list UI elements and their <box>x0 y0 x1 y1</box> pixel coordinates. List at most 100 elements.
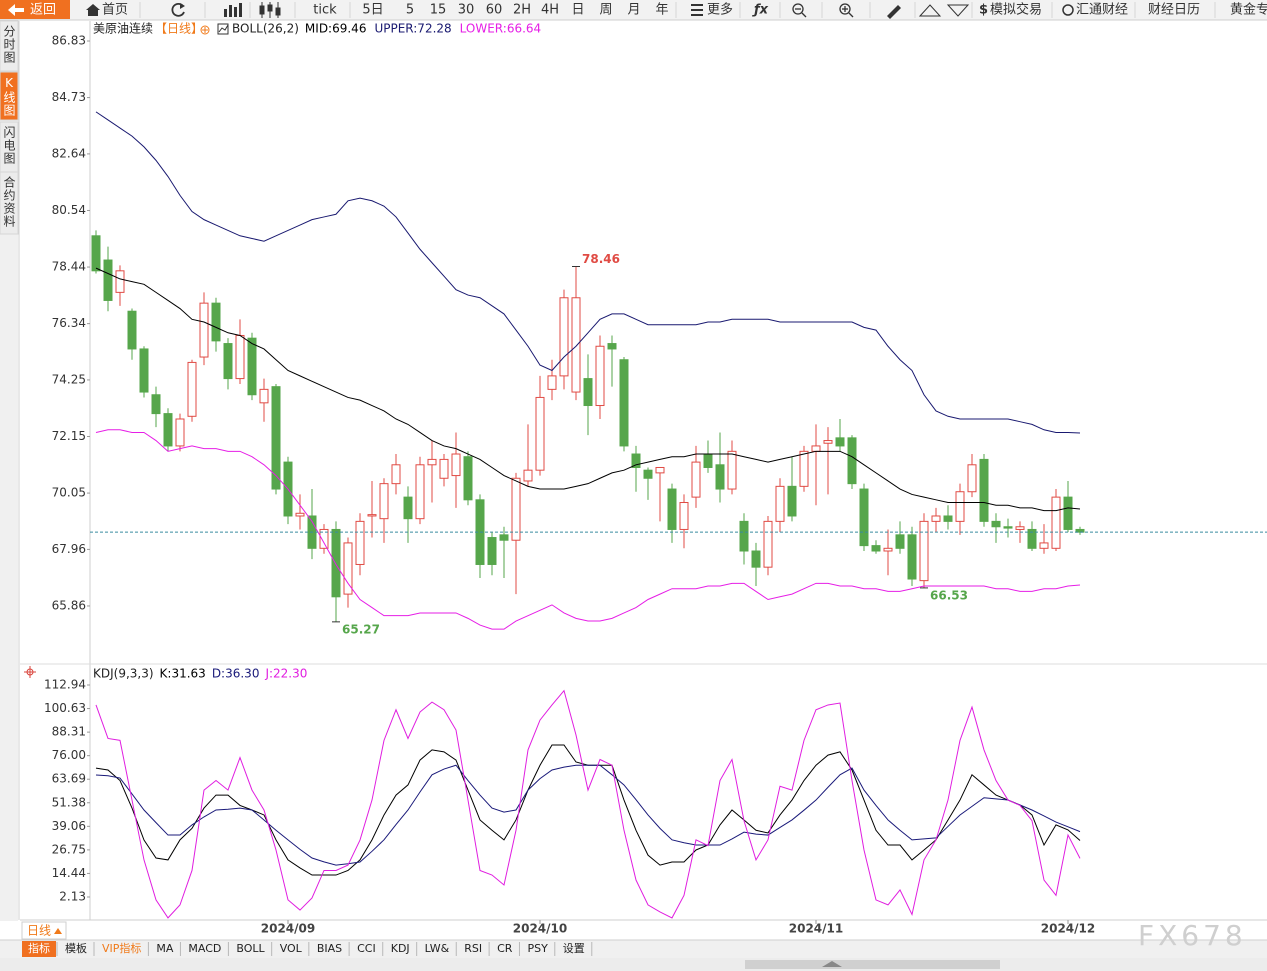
candle-body <box>355 520 365 565</box>
candle-body <box>907 534 917 580</box>
period-button[interactable]: 4H <box>541 3 559 18</box>
y-tick-label: 74.25 <box>52 372 86 386</box>
period-box[interactable] <box>21 921 67 940</box>
indicator-line <box>95 744 1081 876</box>
more-icon[interactable] <box>691 4 703 16</box>
legend-entry: LOWER:66.64 <box>460 22 542 36</box>
triangle-down-icon[interactable] <box>946 4 970 17</box>
indicator-tab[interactable]: KDJ <box>391 942 410 955</box>
pane-title: KDJ(9,3,3) <box>93 667 154 681</box>
y-tick-label: 86.83 <box>52 34 86 48</box>
indicator-tab[interactable]: CCI <box>357 942 376 955</box>
period-button[interactable]: tick <box>313 3 337 18</box>
y-tick-label: 63.69 <box>52 772 86 786</box>
indicator-tab[interactable]: LW& <box>425 942 450 955</box>
y-tick-label: 112.94 <box>44 677 86 691</box>
kdj-settings-icon[interactable] <box>24 666 36 678</box>
period-button[interactable]: 30 <box>458 3 475 18</box>
indicator-tab[interactable]: 模板 <box>65 941 87 955</box>
add-icon[interactable] <box>200 25 210 35</box>
candle-body <box>487 537 497 565</box>
more-label[interactable]: 更多 <box>707 2 733 18</box>
candle-body <box>235 334 245 380</box>
indicator-tab[interactable]: CR <box>497 942 513 955</box>
period-button[interactable]: 5日 <box>362 3 383 18</box>
y-tick-label: 70.05 <box>52 486 86 500</box>
candle-body <box>103 259 113 301</box>
period-button[interactable]: 5 <box>406 3 414 18</box>
bar-chart-icon[interactable] <box>224 3 242 17</box>
period-label[interactable]: 日线 <box>27 924 51 938</box>
candle-body <box>247 337 257 396</box>
candle-body <box>811 445 821 452</box>
fx-icon[interactable]: ƒx <box>752 3 769 18</box>
scroll-thumb[interactable] <box>745 960 1000 969</box>
indicator-tab[interactable]: BIAS <box>317 942 342 955</box>
candle-body <box>115 270 125 293</box>
triangle-up-icon[interactable] <box>918 4 942 17</box>
indicator-tab[interactable]: MA <box>156 942 173 955</box>
candle-body <box>319 528 329 549</box>
candle-body <box>259 388 269 404</box>
side-tab-bg[interactable] <box>0 71 19 121</box>
legend-entry: K:31.63 <box>160 667 206 681</box>
indicator-line <box>95 764 1081 866</box>
candle-body <box>535 396 545 471</box>
indicator-tab[interactable]: VOL <box>280 942 303 955</box>
candle-body <box>775 485 785 522</box>
scrollbar <box>0 958 1267 971</box>
candle-body <box>967 464 977 493</box>
toolbar-link[interactable]: 汇通财经 <box>1076 3 1128 18</box>
candle-body <box>643 469 653 479</box>
pen-icon[interactable] <box>887 5 901 19</box>
period-button[interactable]: 月 <box>627 3 640 18</box>
candle-body <box>739 520 749 552</box>
candle-body <box>979 458 989 522</box>
indicator-tab[interactable]: BOLL <box>236 942 265 955</box>
extreme-label: 78.46 <box>582 252 620 266</box>
back-label[interactable]: 返回 <box>30 3 56 18</box>
side-tab[interactable]: 合约资料 <box>2 175 16 228</box>
zoom-out-icon[interactable] <box>792 3 807 18</box>
candle-body <box>199 302 209 358</box>
refresh-icon[interactable] <box>171 2 185 17</box>
candle-body <box>631 453 641 468</box>
period-button[interactable]: 年 <box>655 3 668 18</box>
y-tick-label: 84.73 <box>52 90 86 104</box>
zoom-in-icon[interactable] <box>839 3 854 18</box>
indicator-tab[interactable]: VIP指标 <box>102 941 141 955</box>
indicator-tab[interactable]: PSY <box>527 942 548 955</box>
candle-icon[interactable] <box>259 2 281 18</box>
candle-body <box>271 386 281 490</box>
candle-body <box>1039 542 1049 549</box>
back-button[interactable] <box>0 0 70 19</box>
toolbar-link[interactable]: 财经日历 <box>1148 3 1200 18</box>
side-tab[interactable]: 闪电图 <box>2 126 16 165</box>
period-button[interactable]: 周 <box>599 3 612 18</box>
side-tab[interactable]: 分时图 <box>2 25 16 64</box>
indicator-tab[interactable]: 设置 <box>563 942 585 955</box>
period-button[interactable]: 2H <box>513 3 531 18</box>
period-button[interactable]: 日 <box>571 3 584 18</box>
tab-bg[interactable] <box>22 941 56 957</box>
x-tick-label: 2024/12 <box>1041 922 1095 936</box>
indicator-tab[interactable]: MACD <box>188 942 221 955</box>
toolbar-link[interactable]: 黄金专 <box>1230 2 1267 18</box>
home-icon <box>86 4 100 16</box>
side-tab-bg[interactable] <box>0 20 19 72</box>
watermark: FX678 <box>1138 919 1247 952</box>
home-label[interactable]: 首页 <box>102 3 128 18</box>
side-tab-bg[interactable] <box>0 171 19 235</box>
candle-body <box>847 437 857 485</box>
candle-body <box>943 515 953 522</box>
candle-body <box>1063 496 1073 530</box>
indicator-tab[interactable]: 指标 <box>28 941 50 955</box>
period-button[interactable]: 15 <box>430 3 447 18</box>
indicator-tab[interactable]: RSI <box>464 942 482 955</box>
period-button[interactable]: 60 <box>486 3 503 18</box>
toolbar-link[interactable]: 模拟交易 <box>990 2 1042 18</box>
side-tab[interactable]: K线图 <box>2 76 16 117</box>
candle-body <box>427 458 437 466</box>
period-arrow <box>54 928 62 934</box>
